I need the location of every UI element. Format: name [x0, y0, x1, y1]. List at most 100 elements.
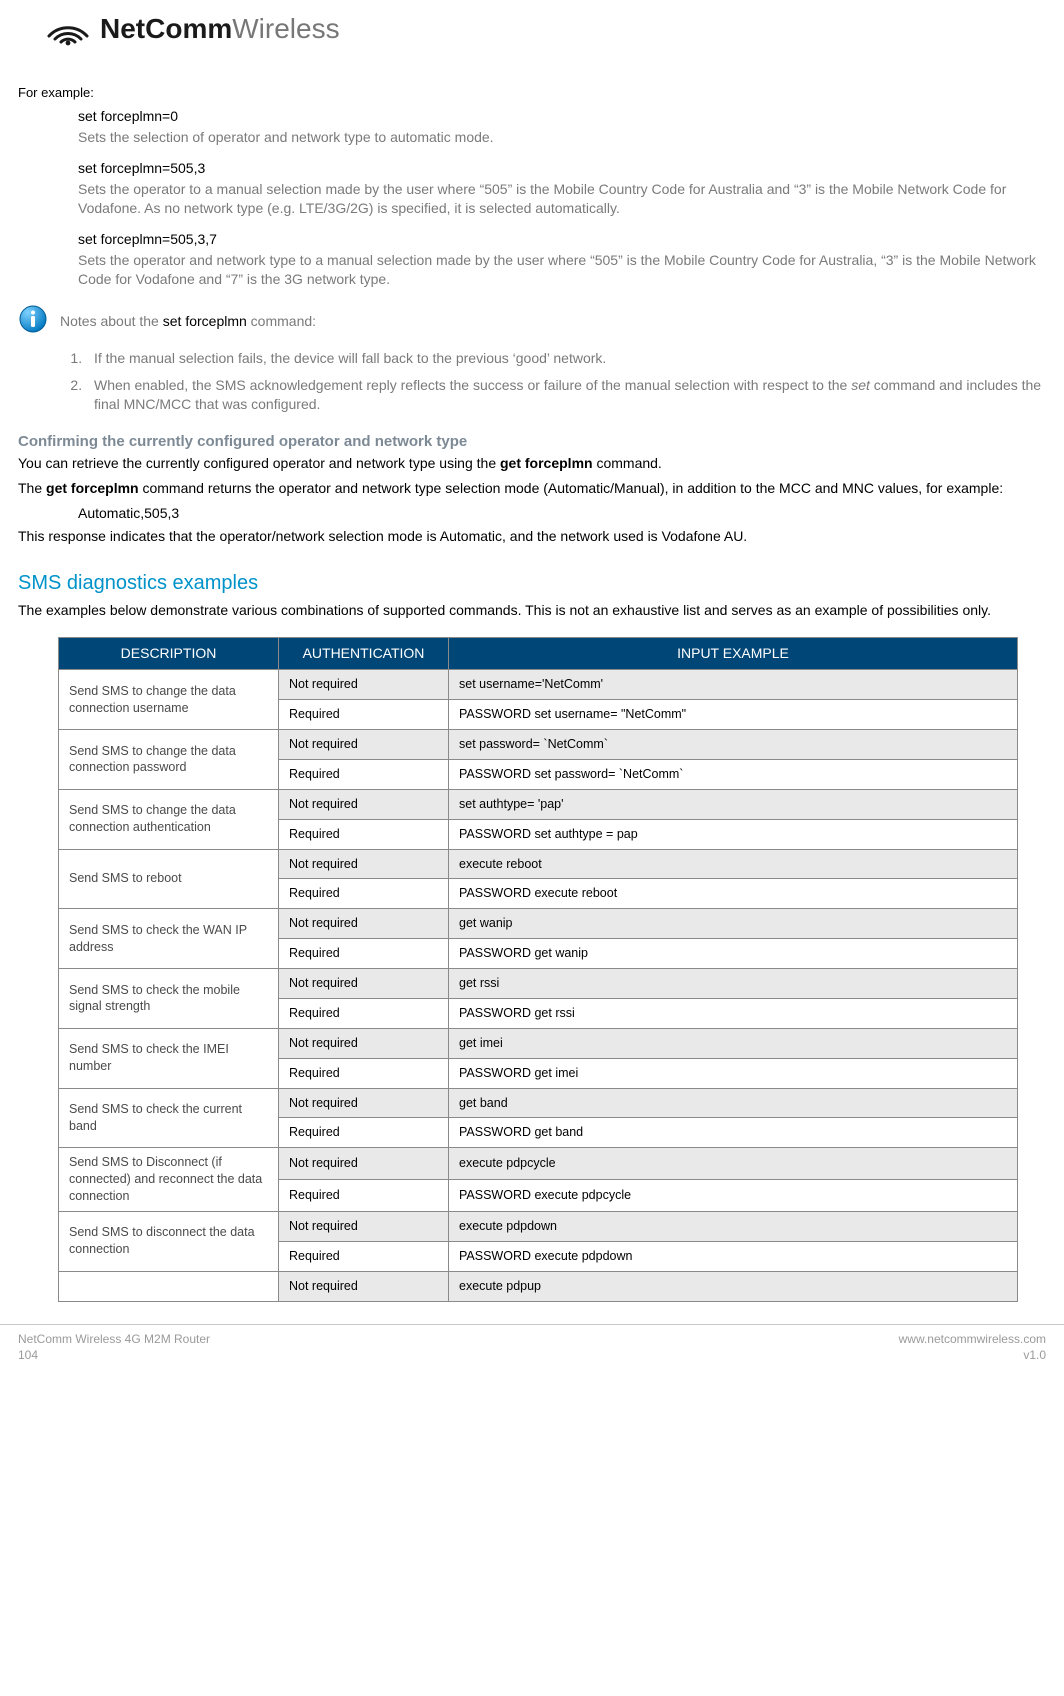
footer-version: v1.0	[899, 1347, 1046, 1363]
cell-input-example: get band	[449, 1088, 1018, 1118]
cell-input-example: get wanip	[449, 909, 1018, 939]
cell-authentication: Not required	[279, 730, 449, 760]
footer-url: www.netcommwireless.com	[899, 1331, 1046, 1347]
confirm-p3: This response indicates that the operato…	[18, 527, 1046, 546]
cell-input-example: PASSWORD set username= "NetComm"	[449, 700, 1018, 730]
sms-intro: The examples below demonstrate various c…	[18, 601, 1046, 620]
cell-input-example: set authtype= 'pap'	[449, 789, 1018, 819]
cell-authentication: Not required	[279, 1271, 449, 1301]
cell-input-example: execute pdpup	[449, 1271, 1018, 1301]
cell-authentication: Not required	[279, 1148, 449, 1180]
brand-text: NetCommWireless	[100, 10, 340, 48]
cell-description: Send SMS to check the WAN IP address	[59, 909, 279, 969]
cell-input-example: PASSWORD execute reboot	[449, 879, 1018, 909]
example-cmd: set forceplmn=505,3	[78, 159, 1046, 178]
note-text: If the manual selection fails, the devic…	[94, 350, 606, 366]
example-block: set forceplmn=505,3,7 Sets the operator …	[78, 230, 1046, 289]
col-authentication: AUTHENTICATION	[279, 638, 449, 670]
footer-right: www.netcommwireless.com v1.0	[899, 1331, 1046, 1363]
cell-input-example: execute pdpdown	[449, 1211, 1018, 1241]
example-desc: Sets the operator and network type to a …	[78, 251, 1046, 289]
table-row: Send SMS to check the IMEI numberNot req…	[59, 1028, 1018, 1058]
col-description: DESCRIPTION	[59, 638, 279, 670]
cell-input-example: PASSWORD get rssi	[449, 998, 1018, 1028]
table-row: Send SMS to change the data connection u…	[59, 670, 1018, 700]
cell-input-example: execute reboot	[449, 849, 1018, 879]
cell-authentication: Required	[279, 819, 449, 849]
cell-description: Send SMS to check the mobile signal stre…	[59, 969, 279, 1029]
notes-lead-cmd: set forceplmn	[163, 313, 247, 329]
cell-authentication: Not required	[279, 909, 449, 939]
cell-description: Send SMS to check the IMEI number	[59, 1028, 279, 1088]
cell-description	[59, 1271, 279, 1301]
table-row: Send SMS to check the current bandNot re…	[59, 1088, 1018, 1118]
cell-input-example: PASSWORD set authtype = pap	[449, 819, 1018, 849]
cell-input-example: get imei	[449, 1028, 1018, 1058]
cell-description: Send SMS to change the data connection u…	[59, 670, 279, 730]
cell-authentication: Not required	[279, 789, 449, 819]
table-row: Send SMS to check the WAN IP addressNot …	[59, 909, 1018, 939]
cell-authentication: Not required	[279, 849, 449, 879]
list-item: When enabled, the SMS acknowledgement re…	[86, 376, 1046, 414]
cell-authentication: Not required	[279, 1088, 449, 1118]
cmd-name: get forceplmn	[500, 455, 593, 471]
for-example-label: For example:	[18, 84, 1046, 102]
notes-list: If the manual selection fails, the devic…	[86, 349, 1046, 414]
footer-product: NetComm Wireless 4G M2M Router	[18, 1331, 210, 1347]
confirm-p1: You can retrieve the currently configure…	[18, 454, 1046, 473]
table-row: Send SMS to Disconnect (if connected) an…	[59, 1148, 1018, 1180]
example-block: set forceplmn=0 Sets the selection of op…	[78, 107, 1046, 147]
table-row: Send SMS to check the mobile signal stre…	[59, 969, 1018, 999]
cell-authentication: Required	[279, 1180, 449, 1212]
cell-authentication: Required	[279, 879, 449, 909]
cell-authentication: Required	[279, 1118, 449, 1148]
table-row: Send SMS to disconnect the data connecti…	[59, 1211, 1018, 1241]
cell-input-example: set username='NetComm'	[449, 670, 1018, 700]
cell-authentication: Required	[279, 759, 449, 789]
note-text: When enabled, the SMS acknowledgement re…	[94, 377, 1041, 412]
info-icon	[18, 304, 48, 339]
cell-input-example: PASSWORD execute pdpdown	[449, 1241, 1018, 1271]
cell-description: Send SMS to change the data connection p…	[59, 730, 279, 790]
example-cmd: set forceplmn=0	[78, 107, 1046, 126]
cell-description: Send SMS to check the current band	[59, 1088, 279, 1148]
text: You can retrieve the currently configure…	[18, 455, 500, 471]
table-header-row: DESCRIPTION AUTHENTICATION INPUT EXAMPLE	[59, 638, 1018, 670]
notes-row: Notes about the set forceplmn command:	[18, 306, 1046, 339]
cell-input-example: PASSWORD set password= `NetComm`	[449, 759, 1018, 789]
cell-input-example: get rssi	[449, 969, 1018, 999]
cell-authentication: Required	[279, 700, 449, 730]
cell-authentication: Not required	[279, 1211, 449, 1241]
text: command.	[593, 455, 662, 471]
cell-description: Send SMS to reboot	[59, 849, 279, 909]
table-row: Send SMS to change the data connection a…	[59, 789, 1018, 819]
example-block: set forceplmn=505,3 Sets the operator to…	[78, 159, 1046, 218]
sms-table: DESCRIPTION AUTHENTICATION INPUT EXAMPLE…	[58, 637, 1018, 1301]
confirm-heading: Confirming the currently configured oper…	[18, 432, 1046, 452]
footer-left: NetComm Wireless 4G M2M Router 104	[18, 1331, 210, 1363]
page-footer: NetComm Wireless 4G M2M Router 104 www.n…	[0, 1324, 1064, 1373]
table-row: Send SMS to change the data connection p…	[59, 730, 1018, 760]
text: command returns the operator and network…	[139, 480, 1004, 496]
confirm-p2: The get forceplmn command returns the op…	[18, 479, 1046, 498]
example-desc: Sets the selection of operator and netwo…	[78, 128, 1046, 147]
notes-lead: Notes about the set forceplmn command:	[60, 306, 316, 331]
confirm-sample: Automatic,505,3	[78, 504, 1046, 523]
cell-input-example: PASSWORD execute pdpcycle	[449, 1180, 1018, 1212]
notes-lead-pre: Notes about the	[60, 313, 163, 329]
cell-authentication: Required	[279, 939, 449, 969]
notes-lead-post: command:	[247, 313, 316, 329]
table-row: Send SMS to rebootNot requiredexecute re…	[59, 849, 1018, 879]
col-input-example: INPUT EXAMPLE	[449, 638, 1018, 670]
cell-authentication: Not required	[279, 1028, 449, 1058]
table-row: Not requiredexecute pdpup	[59, 1271, 1018, 1301]
example-cmd: set forceplmn=505,3,7	[78, 230, 1046, 249]
cell-input-example: set password= `NetComm`	[449, 730, 1018, 760]
cmd-name: get forceplmn	[46, 480, 139, 496]
text: The	[18, 480, 46, 496]
cell-authentication: Required	[279, 998, 449, 1028]
cell-authentication: Required	[279, 1241, 449, 1271]
footer-page-number: 104	[18, 1347, 210, 1363]
cell-input-example: PASSWORD get wanip	[449, 939, 1018, 969]
wifi-arc-icon	[46, 12, 90, 46]
